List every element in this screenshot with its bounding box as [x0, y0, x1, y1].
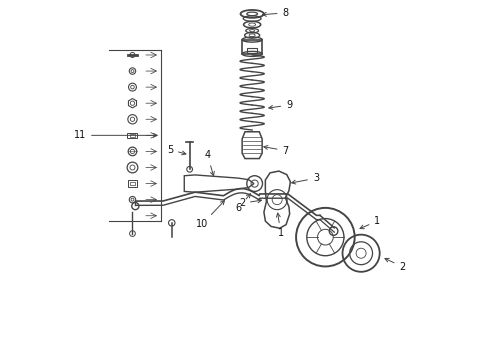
- Text: 1: 1: [360, 216, 380, 229]
- Text: 3: 3: [292, 173, 319, 184]
- Text: 5: 5: [167, 145, 186, 155]
- Text: 4: 4: [204, 150, 214, 176]
- Text: 10: 10: [196, 201, 224, 229]
- Text: 11: 11: [74, 130, 157, 140]
- Bar: [130, 182, 135, 185]
- Text: 7: 7: [264, 145, 289, 156]
- Text: 8: 8: [263, 8, 289, 18]
- Bar: [127, 133, 138, 138]
- Text: 1: 1: [276, 213, 284, 238]
- Bar: [130, 134, 135, 137]
- Text: 9: 9: [269, 100, 292, 110]
- Text: 2: 2: [239, 198, 262, 208]
- Text: 2: 2: [385, 258, 406, 272]
- Bar: [128, 180, 137, 187]
- Text: 6: 6: [236, 194, 250, 213]
